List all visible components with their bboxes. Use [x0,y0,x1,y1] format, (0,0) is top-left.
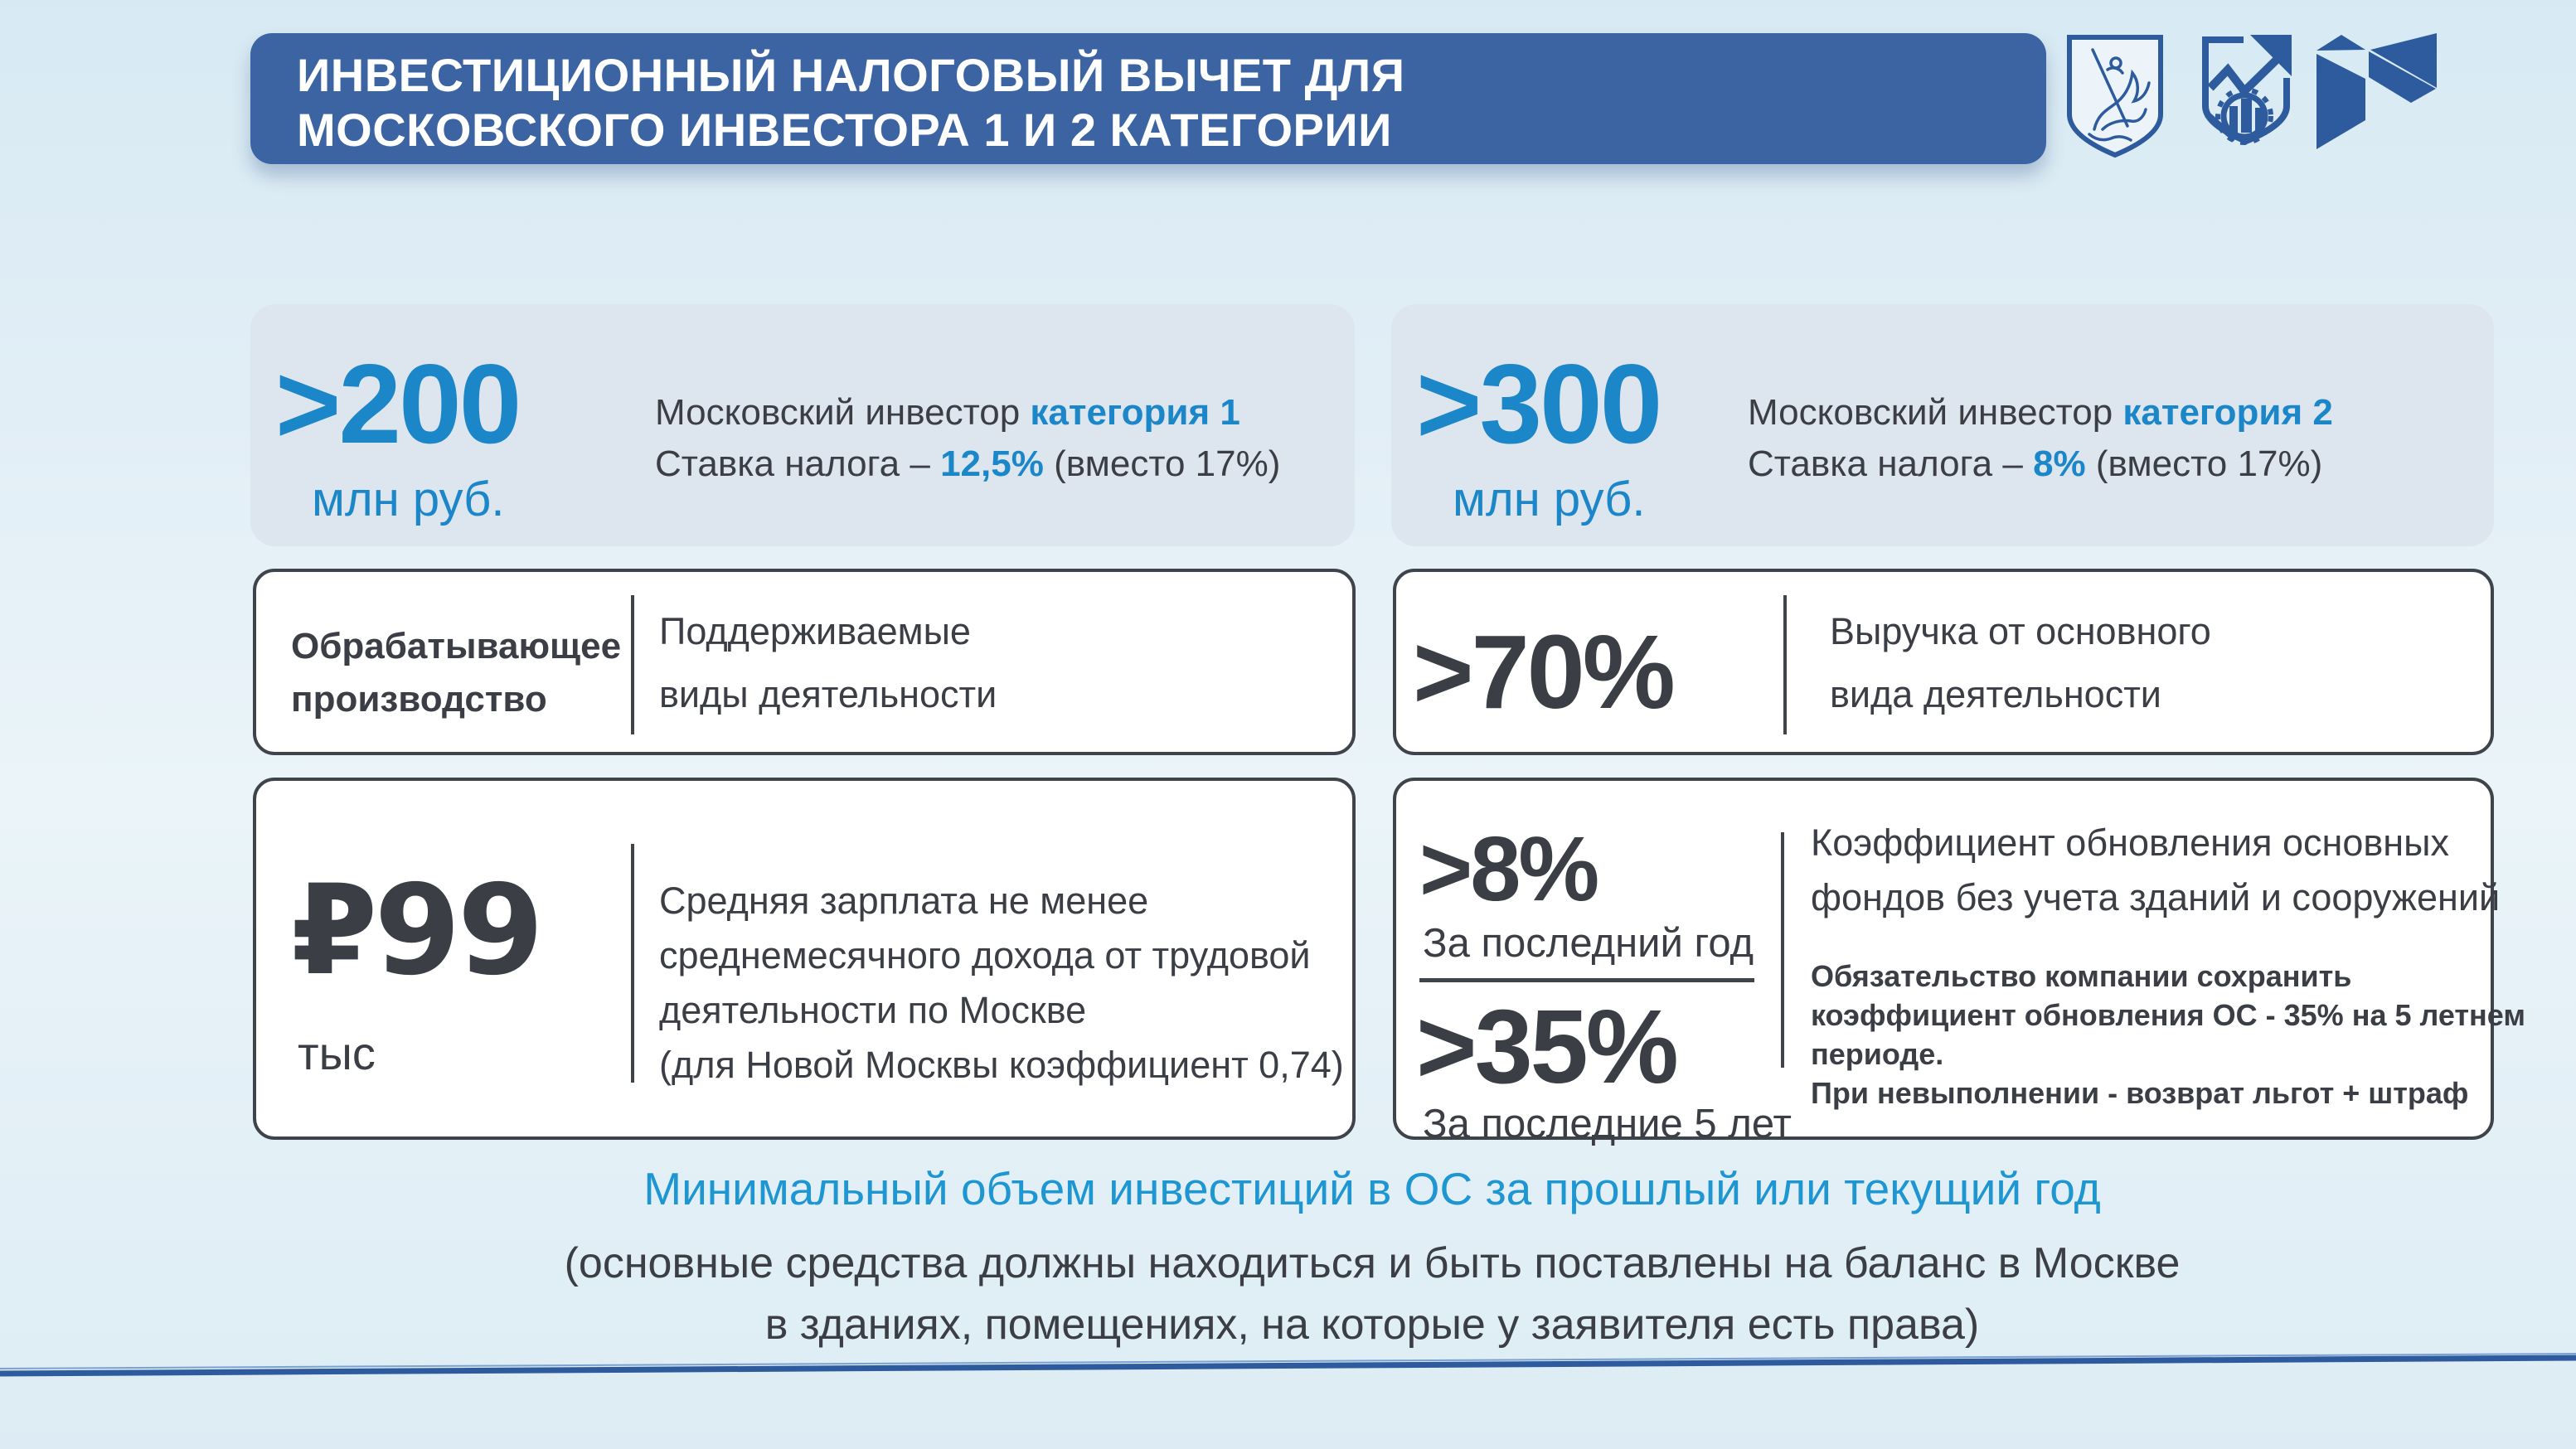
footer-highlight: Минимальный объем инвестиций в ОС за про… [643,1163,2101,1214]
renewal-desc-line2: фондов без учета зданий и сооружений [1811,876,2501,918]
category2-tax-rate: 8% [2033,443,2086,484]
category2-line1: Московский инвестор категория 2 [1748,387,2333,439]
salary-description: Средняя зарплата не менее среднемесячног… [659,874,1344,1093]
salary-box: ₽99 тыс Средняя зарплата не менее средне… [253,778,1356,1140]
category1-card: >200 млн руб. Московский инвестор катего… [250,304,1355,546]
salary-divider [631,844,634,1083]
category1-line2-suffix: (вместо 17%) [1043,443,1281,484]
footer-note-line1: (основные средства должны находиться и б… [564,1239,2181,1287]
category2-description: Московский инвестор категория 2 Ставка н… [1748,387,2333,490]
category1-tax-rate: 12,5% [940,443,1044,484]
category2-threshold-value: >300 [1416,341,1662,467]
category2-line1-bold: категория 2 [2122,392,2333,433]
salary-threshold-value: ₽99 [291,859,544,1003]
footer-note-line2: в зданиях, помещениях, на которые у заяв… [764,1301,1980,1349]
renewal-5year-value: >35% [1416,988,1679,1105]
activity-box: Обрабатывающее производство Поддерживаем… [253,569,1356,755]
revenue-desc-line1: Выручка от основного [1830,610,2211,652]
activity-desc-line1: Поддерживаемые [659,610,971,652]
renewal-year-value: >8% [1419,818,1599,920]
activity-title-line2: производство [291,679,547,720]
salary-desc-line4: (для Новой Москвы коэффициент 0,74) [659,1044,1344,1086]
renewal-year-label: За последний год [1423,921,1754,966]
salary-desc-line1: Средняя зарплата не менее [659,880,1149,922]
category2-line2: Ставка налога – 8% (вместо 17%) [1748,439,2333,490]
renewal-note-line3: периоде. [1811,1037,1944,1071]
industry-department-shield-icon [2202,35,2292,145]
activity-divider [631,595,634,734]
revenue-box: >70% Выручка от основного вида деятельно… [1393,569,2494,755]
category2-line1-text: Московский инвестор [1748,392,2123,433]
page-title-line2: МОСКОВСКОГО ИНВЕСТОРА 1 И 2 КАТЕГОРИИ [297,104,1392,156]
renewal-note-line1: Обязательство компании сохранить [1811,959,2352,993]
salary-desc-line3: деятельности по Москве [659,989,1087,1031]
title-banner: ИНВЕСТИЦИОННЫЙ НАЛОГОВЫЙ ВЫЧЕТ ДЛЯ МОСКО… [250,33,2046,164]
category2-threshold-unit: млн руб. [1453,472,1646,526]
category1-line1-text: Московский инвестор [655,392,1031,433]
renewal-obligation-note: Обязательство компании сохранить коэффиц… [1811,957,2525,1112]
category1-line1-bold: категория 1 [1030,392,1240,433]
activity-description: Поддерживаемые виды деятельности [659,600,997,726]
renewal-description: Коэффициент обновления основных фондов б… [1811,816,2500,925]
renewal-note-line2: коэффициент обновления ОС - 35% на 5 лет… [1811,998,2525,1032]
moscow-coat-of-arms-icon [2067,35,2163,158]
salary-threshold-unit: тыс [298,1027,376,1079]
category1-line2-text: Ставка налога – [655,443,941,484]
category1-description: Московский инвестор категория 1 Ставка н… [655,387,1280,490]
page-title-line1: ИНВЕСТИЦИОННЫЙ НАЛОГОВЫЙ ВЫЧЕТ ДЛЯ [297,49,1405,101]
category1-threshold-unit: млн руб. [312,472,505,526]
revenue-divider [1783,595,1787,734]
activity-title-line1: Обрабатывающее [291,626,622,666]
renewal-desc-line1: Коэффициент обновления основных [1811,821,2449,864]
category1-line2: Ставка налога – 12,5% (вместо 17%) [655,439,1280,490]
renewal-vertical-divider [1781,832,1784,1068]
category1-line1: Московский инвестор категория 1 [655,387,1280,439]
category1-threshold-value: >200 [275,341,522,467]
revenue-threshold-value: >70% [1413,613,1676,730]
salary-desc-line2: среднемесячного дохода от трудовой [659,934,1311,976]
renewal-box: >8% За последний год >35% За последние 5… [1393,778,2525,1146]
category2-card: >300 млн руб. Московский инвестор катего… [1391,304,2494,546]
moscow-investor-m-icon [2316,33,2437,149]
activity-desc-line2: виды деятельности [659,673,997,715]
renewal-5year-label: За последние 5 лет [1423,1102,1792,1146]
category2-line2-suffix: (вместо 17%) [2085,443,2323,484]
revenue-description: Выручка от основного вида деятельности [1830,600,2211,726]
activity-title: Обрабатывающее производство [291,620,621,726]
revenue-desc-line2: вида деятельности [1830,673,2161,715]
renewal-note-line4: При невыполнении - возврат льгот + штраф [1811,1076,2469,1110]
category2-line2-text: Ставка налога – [1748,443,2034,484]
renewal-horizontal-divider [1419,978,1754,982]
